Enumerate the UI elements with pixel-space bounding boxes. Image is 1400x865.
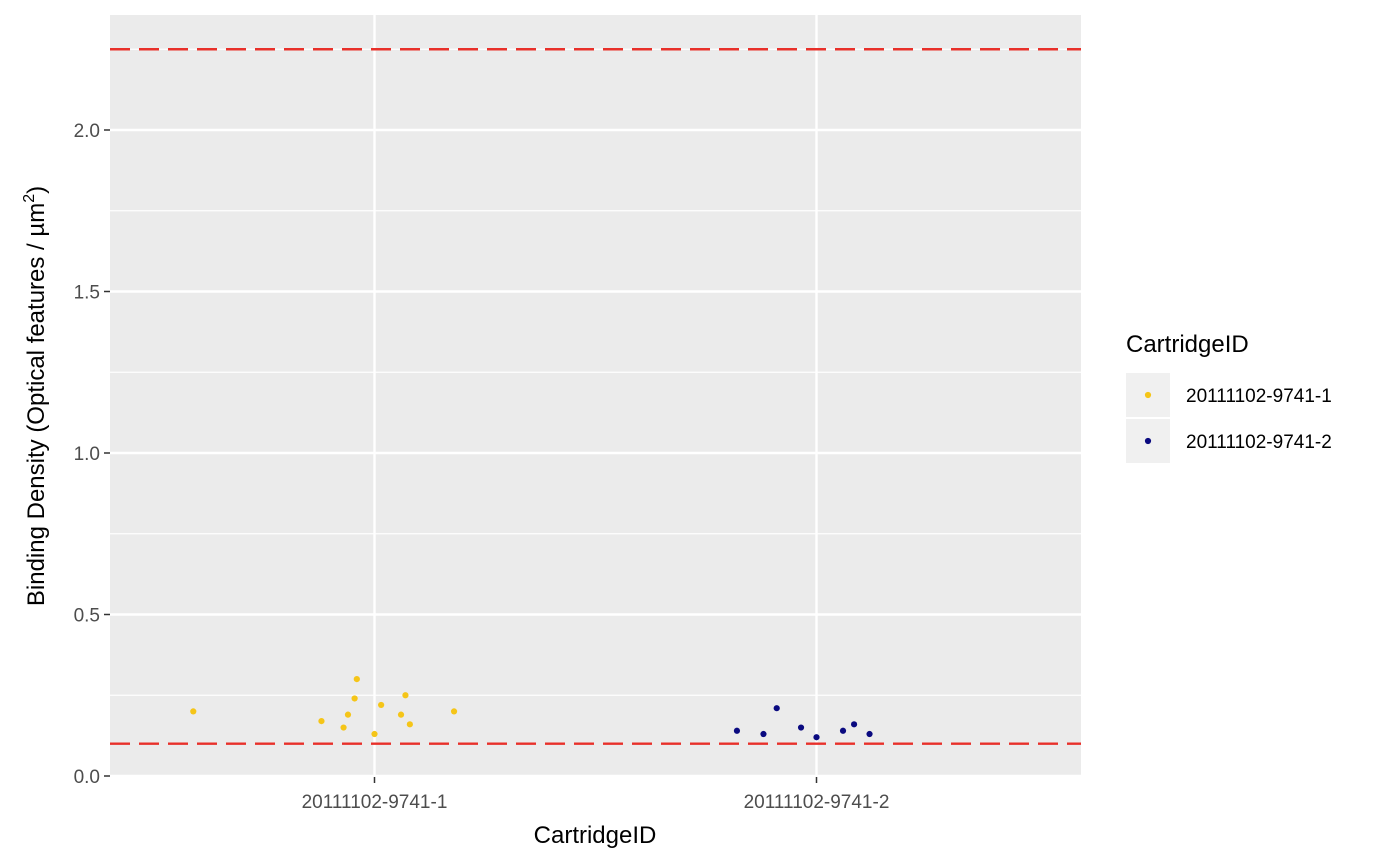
data-point [760,730,767,738]
data-point [340,724,347,731]
y-tick-label: 1.5 [74,283,100,304]
data-point [378,701,385,709]
legend-key-point [1144,391,1152,399]
data-points [190,676,873,741]
y-axis: 0.0 0.5 1.0 1.5 2.0 [74,121,110,788]
legend: CartridgeID 20111102-9741-120111102-9741… [1126,331,1332,463]
data-point [733,727,741,734]
data-point [839,727,847,734]
data-point [371,730,378,738]
data-point [344,711,352,718]
data-point [351,695,358,702]
x-axis-title: CartridgeID [534,822,657,849]
grid-major [110,15,1081,778]
data-point [190,708,197,715]
y-axis-title: Binding Density (Optical features / µm2) [21,186,50,606]
data-point [318,717,325,725]
x-tick-label: 20111102-9741-1 [302,792,448,813]
data-point [797,724,805,731]
legend-key-point [1144,437,1152,445]
reference-lines [110,48,1081,745]
data-point [397,711,405,718]
x-tick-label: 20111102-9741-2 [744,792,890,813]
y-tick-label: 2.0 [74,121,100,142]
y-tick-label: 0.0 [74,767,100,788]
legend-title: CartridgeID [1126,331,1249,358]
x-axis: 20111102-9741-1 20111102-9741-2 [302,777,890,813]
data-point [773,705,780,712]
y-tick-label: 0.5 [74,606,100,627]
y-tick-label: 1.0 [74,444,100,465]
data-point [866,730,873,738]
data-point [813,734,820,741]
data-point [406,721,413,728]
grid-minor [110,48,1081,696]
plot-panel [110,15,1081,777]
data-point [450,708,458,715]
legend-entries: 20111102-9741-1 20111102-9741-2 [1126,373,1332,463]
data-point [402,692,409,699]
data-point [353,676,360,683]
legend-label: 20111102-9741-1 [1186,386,1332,407]
legend-label: 20111102-9741-2 [1186,432,1332,453]
data-point [850,721,858,728]
